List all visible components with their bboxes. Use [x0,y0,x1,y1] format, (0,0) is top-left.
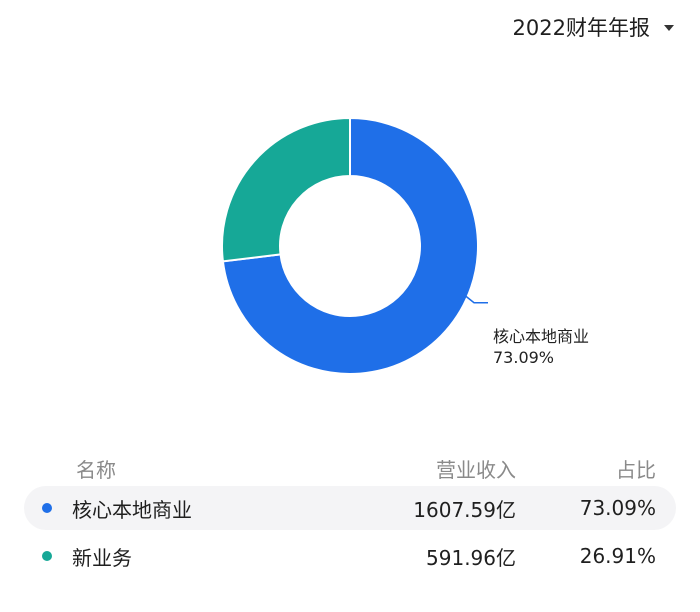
donut-chart: 核心本地商业 73.09% [221,116,589,375]
leader-line [463,294,488,304]
header-name: 名称 [76,457,116,482]
period-label: 2022财年年报 [512,16,650,40]
header-share: 占比 [616,457,656,482]
row-share: 26.91% [579,544,656,568]
header-revenue: 营业收入 [436,457,516,482]
period-selector[interactable]: 2022财年年报 [513,12,674,42]
breakdown-table: 名称 营业收入 占比 核心本地商业 1607.59亿 73.09% 新业务 59… [24,450,676,582]
table-row[interactable]: 核心本地商业 1607.59亿 73.09% [24,486,676,530]
row-revenue: 1607.59亿 [413,497,516,522]
legend-dot-icon [42,551,52,561]
annotation-name: 核心本地商业 [493,327,589,346]
annotation-value: 73.09% [493,348,554,367]
slice-new-business[interactable] [221,116,351,263]
row-name: 新业务 [72,545,132,570]
row-revenue: 591.96亿 [426,545,516,570]
table-header: 名称 营业收入 占比 [24,450,676,486]
row-name: 核心本地商业 [72,497,192,522]
caret-down-icon [664,25,674,31]
table-row[interactable]: 新业务 591.96亿 26.91% [24,534,676,578]
row-share: 73.09% [579,496,656,520]
legend-dot-icon [42,503,52,513]
slice-core-local-commerce[interactable] [221,116,479,375]
